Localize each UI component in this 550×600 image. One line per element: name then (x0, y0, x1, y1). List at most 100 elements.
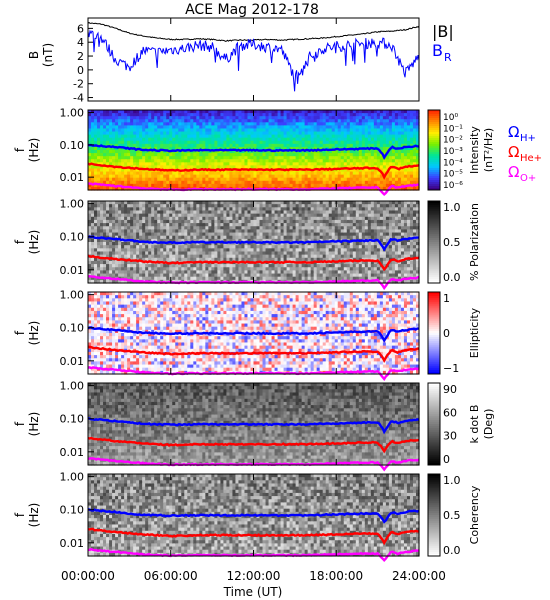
spectrogram-cell (244, 273, 249, 278)
spectrogram-cell (343, 156, 348, 160)
spectrogram-cell (175, 276, 179, 281)
spectrogram-cell (415, 131, 420, 136)
spectrogram-cell (199, 113, 203, 117)
spectrogram-cell (214, 267, 218, 271)
spectrogram-cell (292, 125, 297, 130)
spectrogram-cell (319, 177, 324, 182)
spectrogram-cell (391, 116, 396, 120)
spectrogram-cell (379, 159, 384, 163)
spectrogram-cell (289, 143, 294, 148)
spectrogram-cell (238, 177, 243, 182)
spectrogram-cell (349, 162, 354, 166)
spectrogram-cell (196, 213, 200, 218)
spectrogram-cell (115, 174, 119, 179)
spectrogram-cell (157, 204, 161, 208)
spectrogram-cell (103, 248, 107, 253)
spectrogram-cell (115, 204, 119, 208)
spectrogram-cell (148, 122, 152, 126)
spectrogram-cell (130, 267, 134, 271)
spectrogram-cell (229, 216, 234, 221)
spectrogram-cell (331, 113, 336, 117)
spectrogram-cell (283, 270, 288, 275)
spectrogram-cell (145, 201, 149, 205)
spectrogram-cell (124, 216, 128, 221)
spectrogram-cell (241, 267, 246, 271)
spectrogram-cell (226, 213, 231, 218)
spectrogram-cell (223, 248, 228, 253)
spectrogram-cell (163, 110, 167, 114)
spectrogram-cell (316, 201, 321, 205)
spectrogram-cell (208, 113, 212, 117)
spectrogram-cell (301, 201, 306, 205)
spectrogram-cell (154, 153, 158, 157)
spectrogram-cell (184, 165, 188, 170)
spectrogram-cell (406, 180, 411, 185)
spectrogram-cell (298, 254, 303, 259)
spectrogram-cell (328, 177, 333, 182)
spectrogram-cell (295, 134, 300, 139)
spectrogram-cell (139, 248, 143, 253)
spectrogram-cell (292, 201, 297, 205)
spectrogram-cell (241, 140, 246, 145)
spectrogram-cell (262, 171, 267, 176)
spectrogram-cell (199, 232, 203, 237)
spectrogram-cell (238, 146, 243, 151)
spectrogram-cell (184, 210, 188, 215)
spectrogram-cell (109, 146, 113, 151)
spectrogram-cell (196, 201, 200, 205)
spectrogram-cell (247, 125, 252, 130)
spectrogram-cell (241, 273, 246, 278)
spectrogram-cell (415, 113, 420, 117)
spectrogram-cell (340, 125, 345, 130)
spectrogram-cell (187, 110, 191, 114)
spectrogram-cell (148, 260, 152, 265)
spectrogram-cell (256, 180, 261, 185)
spectrogram-cell (358, 113, 363, 117)
spectrogram-cell (241, 235, 246, 240)
spectrogram-cell (232, 137, 237, 142)
colorbar-cell (428, 128, 440, 131)
spectrogram-cell (316, 257, 321, 262)
spectrogram-cell (412, 119, 417, 123)
spectrogram-cell (136, 122, 140, 126)
spectrogram-cell (223, 204, 228, 208)
spectrogram-cell (166, 134, 170, 139)
spectrogram-cell (364, 174, 369, 179)
spectrogram-cell (202, 146, 206, 151)
spectrogram-cell (223, 232, 228, 237)
spectrogram-cell (367, 159, 372, 163)
spectrogram-cell (202, 276, 206, 281)
spectrogram-cell (139, 242, 143, 246)
spectrogram-cell (238, 143, 243, 148)
spectrogram-cell (289, 119, 294, 123)
spectrogram-cell (127, 186, 131, 191)
spectrogram-cell (373, 113, 378, 117)
spectrogram-cell (151, 150, 155, 154)
spectrogram-cell (307, 159, 312, 163)
spectrogram-cell (259, 270, 264, 275)
spectrogram-cell (370, 143, 375, 148)
spectrogram-cell (232, 276, 237, 281)
spectrogram-cell (211, 238, 215, 243)
spectrogram-cell (142, 143, 146, 148)
spectrogram-cell (130, 216, 134, 221)
spectrogram-cell (229, 257, 234, 262)
spectrogram-cell (103, 232, 107, 237)
spectrogram-cell (313, 174, 318, 179)
spectrogram-cell (169, 171, 173, 176)
spectrogram-cell (100, 128, 104, 133)
spectrogram-cell (208, 159, 212, 163)
spectrogram-cell (322, 131, 327, 136)
spectrogram-cell (271, 116, 276, 120)
spectrogram-cell (283, 122, 288, 126)
spectrogram-cell (298, 113, 303, 117)
gyrofrequency-line (88, 143, 420, 161)
spectrogram-cell (253, 229, 258, 234)
spectrogram-cell (193, 251, 197, 256)
spectrogram-cell (208, 128, 212, 133)
spectrogram-cell (307, 116, 312, 120)
spectrogram-cell (373, 131, 378, 136)
spectrogram-cell (232, 213, 237, 218)
spectrogram-cell (298, 183, 303, 188)
spectrogram-cell (163, 150, 167, 154)
